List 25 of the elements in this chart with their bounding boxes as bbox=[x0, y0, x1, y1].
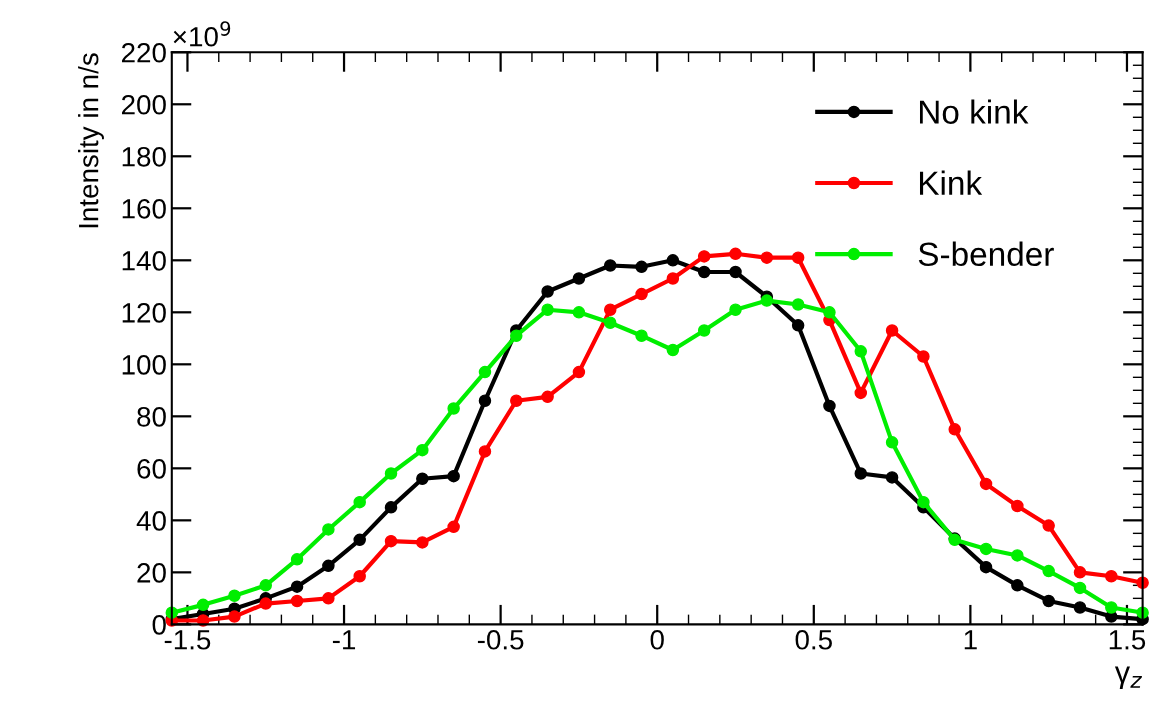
text: ×10$^{9}$ bbox=[173, 21, 231, 47]
y-tick-label: 180 bbox=[122, 146, 166, 167]
legend-label: Kink bbox=[919, 170, 983, 195]
y-tick-label: 100 bbox=[122, 354, 166, 375]
legend-label: S-bender bbox=[918, 241, 1054, 267]
x-tick-label: -1.5 bbox=[164, 630, 211, 650]
y-axis-title: Intensity in n/s bbox=[78, 53, 104, 228]
x-tick-label: -0.5 bbox=[477, 629, 524, 650]
x-tick-label: -1 bbox=[332, 630, 356, 650]
y-tick-label: 220 bbox=[121, 42, 166, 63]
y-tick-label: 60 bbox=[137, 459, 166, 479]
legend-label: No kink bbox=[919, 99, 1029, 124]
y-tick-label: 0 bbox=[152, 615, 166, 635]
y-tick-label: 120 bbox=[122, 302, 166, 323]
y-tick-label: 80 bbox=[137, 407, 166, 427]
x-axis-title: γ$_{z}$ bbox=[1114, 666, 1142, 690]
x-tick-label: 0 bbox=[650, 629, 664, 650]
x-tick-label: 1 bbox=[964, 630, 977, 650]
y-tick-label: 160 bbox=[122, 198, 166, 219]
y-tick-label: 200 bbox=[121, 94, 166, 115]
x-tick-label: 0.5 bbox=[795, 629, 832, 650]
y-tick-label: 40 bbox=[136, 511, 166, 531]
y-tick-label: 140 bbox=[122, 250, 166, 271]
x-tick-label: 1.5 bbox=[1109, 630, 1146, 650]
y-tick-label: 20 bbox=[137, 563, 166, 583]
